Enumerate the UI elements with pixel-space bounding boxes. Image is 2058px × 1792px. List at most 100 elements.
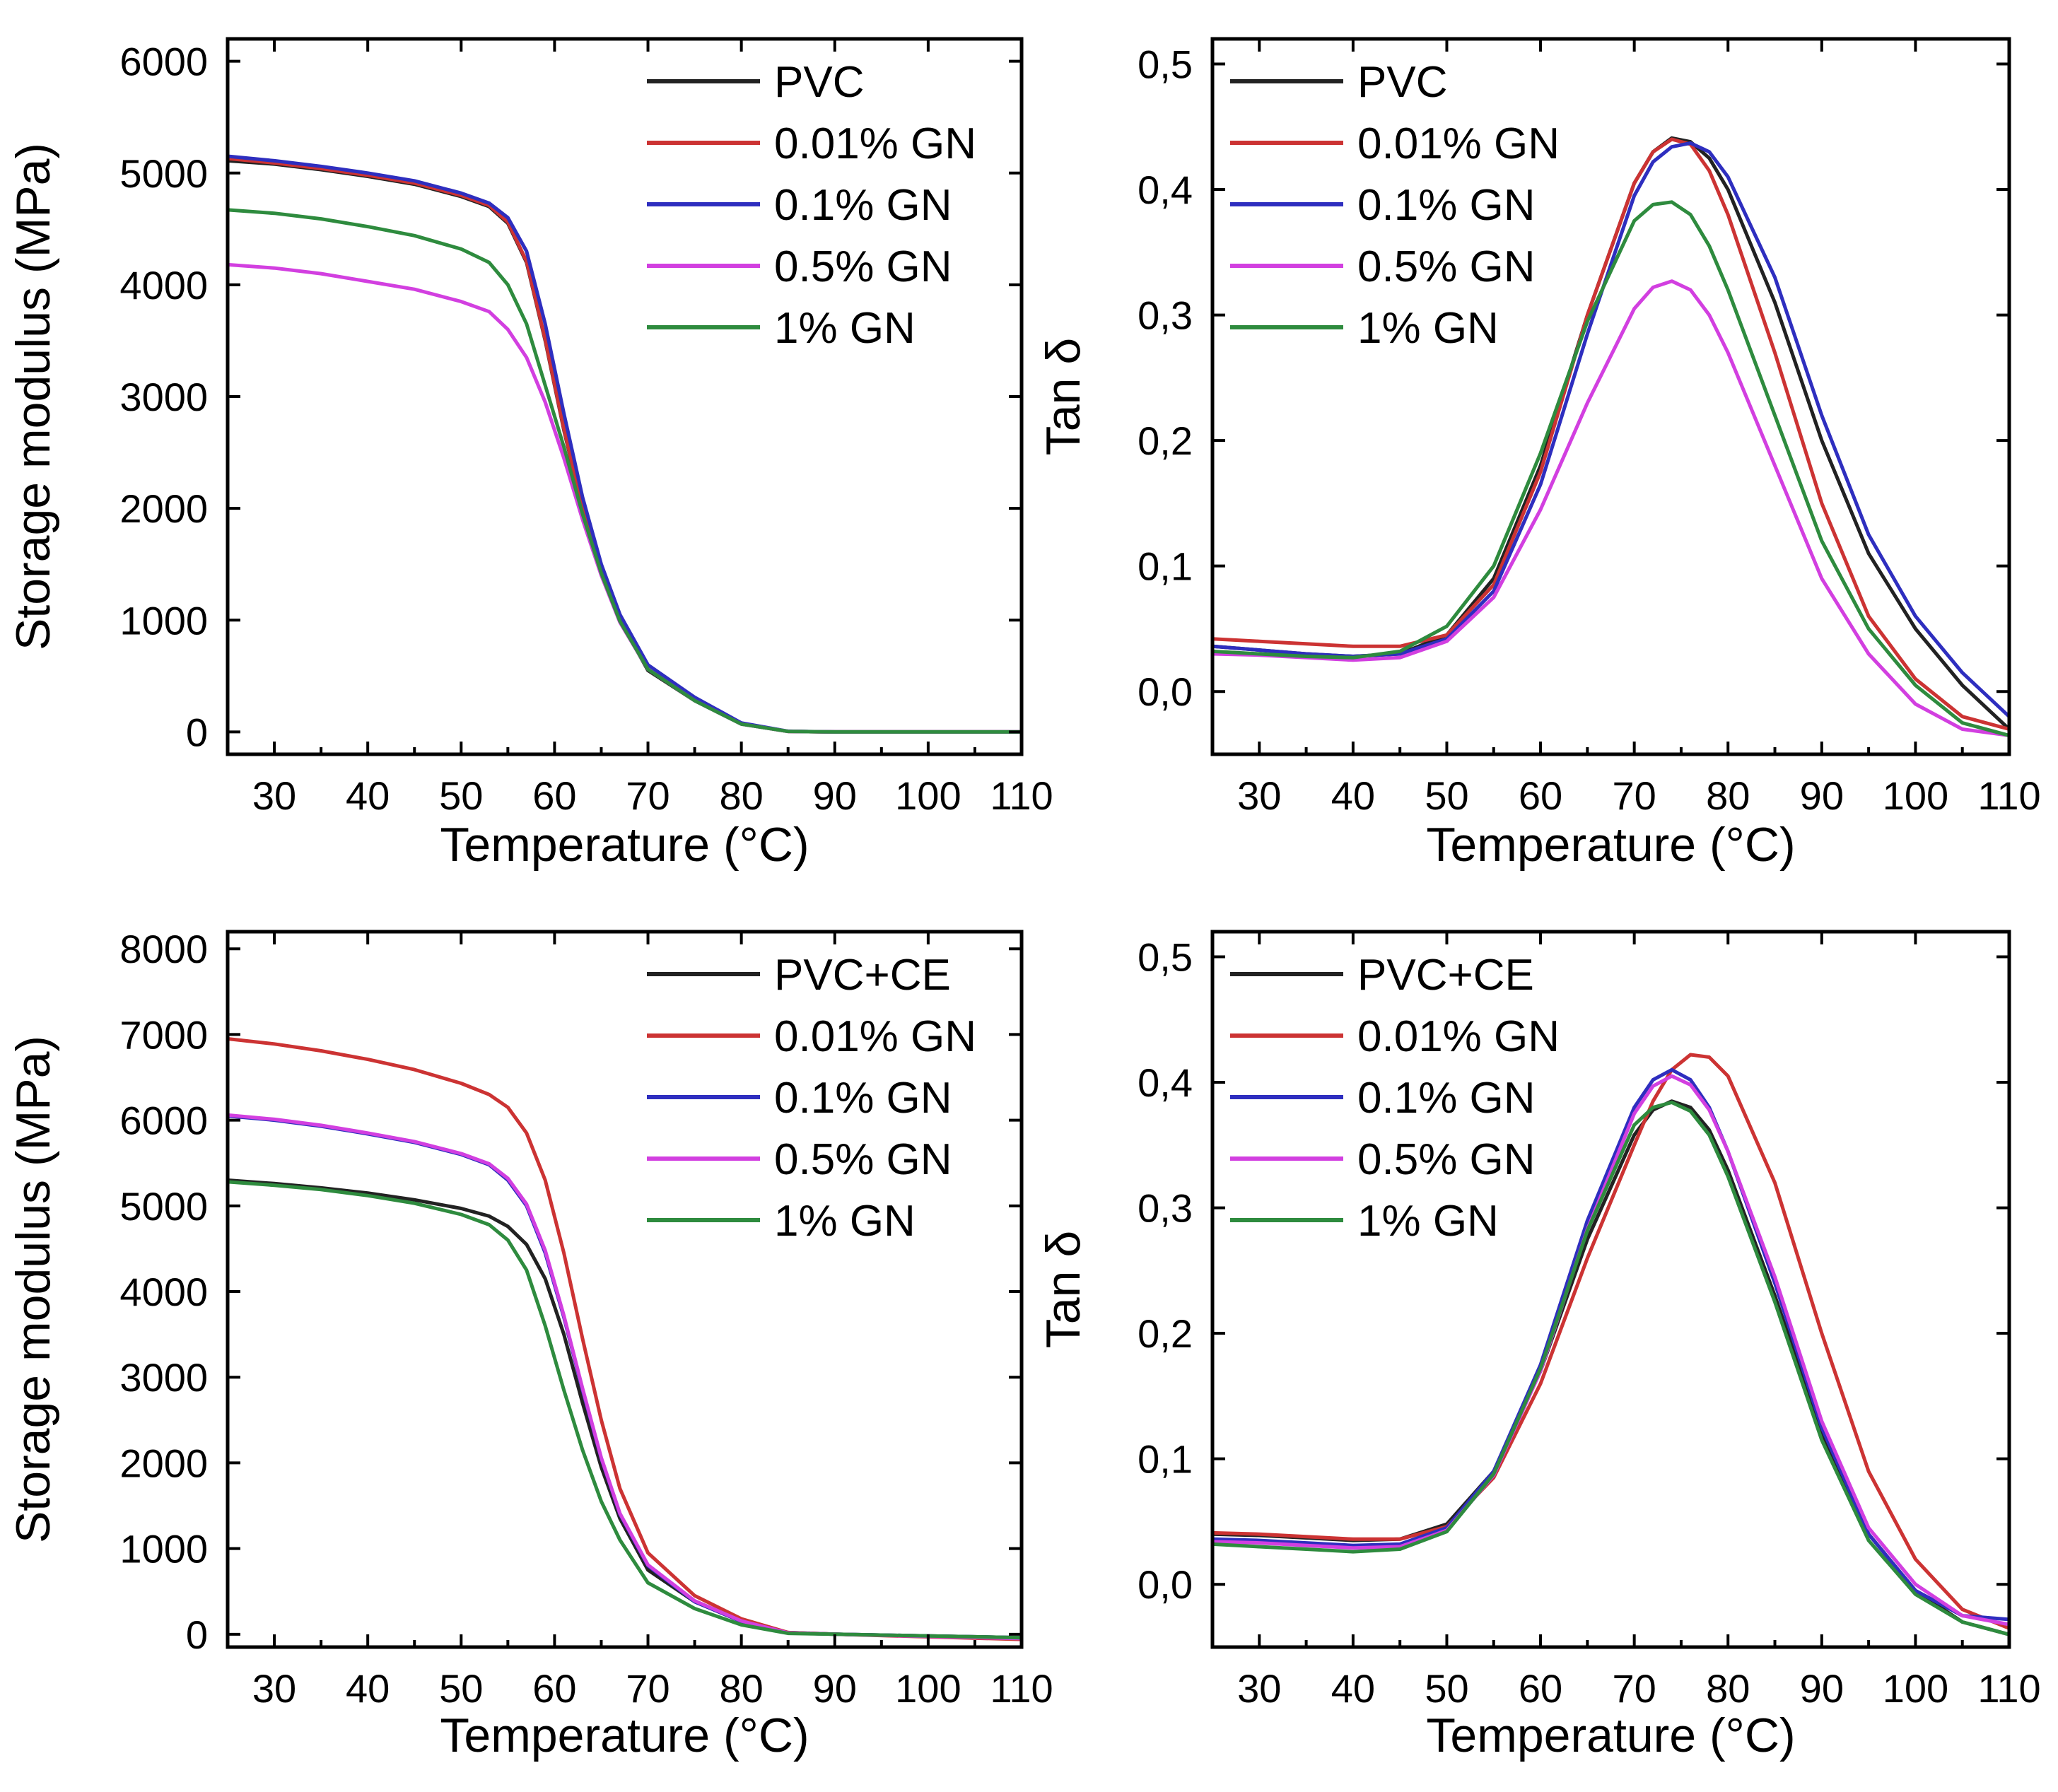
x-tick-label: 80 [719,773,763,818]
x-tick-label: 50 [439,1666,483,1711]
series-line-0-01-gn [1210,137,2011,731]
y-tick-label: 0,2 [1138,1311,1193,1356]
legend-label: 1% GN [774,304,916,353]
legend-label: 0.1% GN [1357,1074,1536,1123]
x-tick-label: 60 [532,773,576,818]
x-tick-label: 100 [895,1666,961,1711]
legend-label: 0.1% GN [1357,181,1536,230]
x-tick-label: 90 [1800,1666,1844,1711]
y-tick-label: 0,2 [1138,418,1193,463]
legend-label: 0.1% GN [774,1074,952,1123]
legend-label: 0.5% GN [1357,242,1536,291]
chart-panel-top-right: 30 40 50 60 70 80 90 100 110 0,0 0,1 0,2 0,3 0,4 0,5 Te… [1036,37,2041,872]
x-tick-label: 80 [1706,773,1750,818]
legend-label: 0.01% GN [774,1012,976,1061]
x-tick-label: 110 [990,773,1053,818]
x-axis-title: Temperature (°C) [440,818,809,872]
legend-label: 0.5% GN [1357,1135,1536,1184]
y-tick-label: 1000 [119,1527,208,1571]
x-tick-label: 40 [1331,773,1375,818]
series-line-0-1-gn [1210,1067,2011,1622]
x-tick-label: 110 [990,1666,1053,1711]
legend: PVC+CE 0.01% GN 0.1% GN 0.5% GN 1% GN [647,951,976,1246]
legend: PVC 0.01% GN 0.1% GN 0.5% GN 1% GN [1230,58,1560,353]
y-tick-label: 0,4 [1138,168,1193,212]
legend-label: 0.01% GN [1357,119,1560,168]
legend-label: 0.5% GN [774,242,952,291]
legend-label: 0.1% GN [774,181,952,230]
y-tick-label: 7000 [119,1012,208,1057]
y-tick-label: 0,0 [1138,1562,1193,1607]
series-line-1-gn [1210,200,2011,737]
chart-panel-bottom-left: 30 40 50 60 70 80 90 100 110 0 1000 2000 3000 4000 500… [6,927,1053,1762]
x-tick-label: 60 [1519,773,1562,818]
x-tick-label: 50 [439,773,483,818]
y-axis-title: Storage modulus (MPa) [6,1036,60,1543]
x-tick-label: 90 [813,1666,857,1711]
x-tick-label: 30 [1237,773,1281,818]
y-tick-label: 6000 [119,40,208,84]
x-tick-label: 100 [1883,1666,1948,1711]
y-tick-label: 0,5 [1138,935,1193,980]
x-axis-title: Temperature (°C) [440,1709,809,1762]
x-tick-label: 90 [813,773,857,818]
x-tick-label: 110 [1977,1666,2040,1711]
legend-label: PVC [774,58,864,107]
y-axis-title: Tan δ [1036,1231,1090,1348]
y-tick-label: 4000 [119,1270,208,1314]
x-tick-label: 80 [719,1666,763,1711]
y-tick-label: 0 [186,710,208,754]
x-tick-label: 110 [1977,773,2040,818]
y-tick-label: 3000 [119,1355,208,1400]
legend-label: 0.5% GN [774,1135,952,1184]
x-axis-title: Temperature (°C) [1426,1709,1795,1762]
y-tick-label: 2000 [119,486,208,531]
y-tick-label: 1000 [119,598,208,643]
x-tick-label: 40 [346,1666,390,1711]
y-tick-label: 0,1 [1138,1437,1193,1482]
x-tick-label: 70 [1612,773,1656,818]
legend: PVC 0.01% GN 0.1% GN 0.5% GN 1% GN [647,58,976,353]
x-tick-label: 100 [1883,773,1948,818]
x-tick-label: 100 [895,773,961,818]
series-line-1-gn [226,1180,1024,1640]
x-tick-label: 30 [252,1666,296,1711]
x-tick-label: 70 [626,1666,670,1711]
y-tick-label: 0,4 [1138,1060,1193,1105]
y-tick-label: 0,5 [1138,42,1193,87]
chart-panel-bottom-right: 30 40 50 60 70 80 90 100 110 0,0 0,1 0,2 0,3 0,4 0,5 Te… [1036,930,2041,1762]
legend-label: PVC+CE [1357,951,1534,1000]
legend-label: 1% GN [1357,1197,1499,1246]
x-tick-label: 50 [1425,1666,1468,1711]
series-line-1-gn [226,208,1024,734]
plot-frame [1210,930,2011,1649]
x-tick-label: 70 [1612,1666,1656,1711]
chart-panel-top-left: 30 40 50 60 70 80 90 100 110 0 1000 2000 3000 4000 500… [6,37,1053,872]
series-line-1-gn [1210,1101,2011,1636]
legend-label: 0.01% GN [1357,1012,1560,1061]
x-tick-label: 60 [532,1666,576,1711]
series-line-0-01-gn [1210,1053,2011,1630]
x-tick-label: 90 [1800,773,1844,818]
y-axis-title: Storage modulus (MPa) [6,143,60,650]
y-tick-label: 5000 [119,1184,208,1229]
legend-label: PVC+CE [774,951,951,1000]
plot-frame [226,930,1024,1649]
x-tick-label: 70 [626,773,670,818]
x-tick-label: 50 [1425,773,1468,818]
y-tick-label: 0,3 [1138,1186,1193,1231]
legend: PVC+CE 0.01% GN 0.1% GN 0.5% GN 1% GN [1230,951,1560,1246]
x-tick-label: 60 [1519,1666,1562,1711]
x-axis-title: Temperature (°C) [1426,818,1795,872]
y-tick-label: 3000 [119,375,208,419]
y-tick-label: 4000 [119,263,208,308]
x-tick-label: 30 [252,773,296,818]
y-tick-label: 5000 [119,151,208,196]
series-line-0-5-gn [1210,1074,2011,1627]
y-tick-label: 0,0 [1138,669,1193,714]
x-tick-label: 30 [1237,1666,1281,1711]
y-tick-label: 6000 [119,1099,208,1143]
x-tick-label: 40 [346,773,390,818]
plot-frame [1210,37,2011,756]
